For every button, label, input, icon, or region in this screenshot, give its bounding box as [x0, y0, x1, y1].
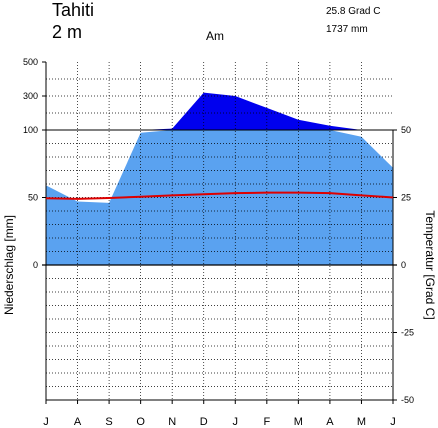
month-label: F [263, 416, 270, 428]
precip-tick-label: 500 [23, 57, 38, 67]
climate-class: Am [206, 29, 224, 43]
month-label: N [168, 416, 176, 428]
precip-tick-label: 300 [23, 91, 38, 101]
month-label: A [326, 416, 334, 428]
temp-tick-label: 25 [401, 193, 411, 203]
month-label: J [233, 416, 239, 428]
month-label: A [74, 416, 82, 428]
temp-tick-label: -50 [401, 395, 414, 405]
precipitation-area-layer [46, 92, 393, 265]
grid-layer [46, 62, 393, 400]
station-elevation: 2 m [52, 22, 82, 42]
precipitation-axis-title: Niederschlag [mm] [2, 215, 16, 315]
month-label: M [357, 416, 366, 428]
precipitation-area [46, 130, 393, 265]
temperature-line [45, 191, 394, 200]
temp-tick-label: 50 [401, 125, 411, 135]
mean-temperature: 25.8 Grad C [326, 6, 380, 17]
tick-label-layer: 0 50 100 300 500 -50 -25 0 25 50 J A S O N D J F M A M J [23, 57, 414, 428]
precip-tick-label: 100 [23, 125, 38, 135]
temp-tick-label: 0 [401, 260, 406, 270]
month-label: D [200, 416, 208, 428]
month-label: J [390, 416, 396, 428]
precip-tick-label: 0 [33, 260, 38, 270]
month-label: S [105, 416, 112, 428]
month-label: O [136, 416, 145, 428]
precip-tick-label: 50 [28, 193, 38, 203]
temperature-axis-title: Temperatur [Grad C] [423, 210, 437, 319]
temp-tick-label: -25 [401, 328, 414, 338]
precipitation-high-area [46, 92, 393, 130]
month-label: M [294, 416, 303, 428]
station-name: Tahiti [52, 0, 94, 20]
month-label: J [43, 416, 49, 428]
annual-precipitation: 1737 mm [326, 24, 368, 35]
